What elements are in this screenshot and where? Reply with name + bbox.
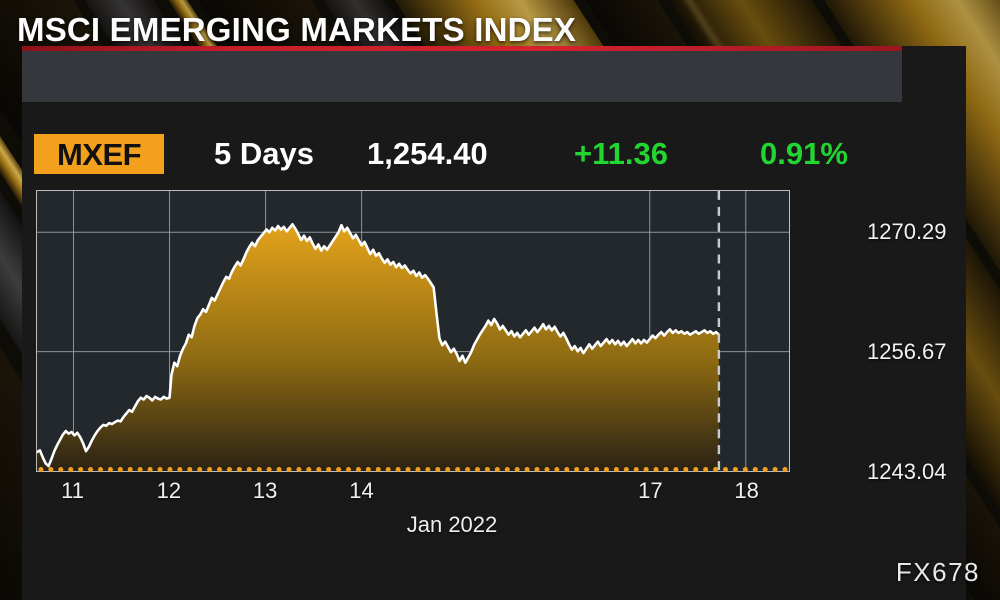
chart-container: 1243.04 1256.67 1270.29 11 12 13 14 17 18 Jan 202… <box>22 188 966 554</box>
percent-change: 0.91% <box>760 136 848 171</box>
watermark: FX678 <box>895 557 980 587</box>
baseline-dotted-axis <box>36 466 790 473</box>
price-area-chart <box>37 191 789 471</box>
x-axis-label: 18 <box>734 478 759 503</box>
red-accent-line <box>22 46 902 51</box>
y-axis-label: 1270.29 <box>867 218 947 244</box>
y-axis-label: 1256.67 <box>867 338 947 364</box>
last-price: 1,254.40 <box>367 136 488 171</box>
x-axis-label: 12 <box>156 478 182 503</box>
page-title: MSCI EMERGING MARKETS INDEX <box>17 11 577 48</box>
net-change: +11.36 <box>574 136 668 171</box>
x-axis-label: 13 <box>252 478 278 503</box>
x-axis-title: Jan 2022 <box>406 512 498 537</box>
y-axis-label: 1243.04 <box>867 459 947 484</box>
ticker-badge[interactable]: MXEF <box>34 134 164 174</box>
x-axis-label: 17 <box>638 478 663 503</box>
price-chart-plot[interactable] <box>36 190 790 472</box>
price-area-fill <box>37 224 719 471</box>
range-label: 5 Days <box>214 136 314 171</box>
x-axis-label: 14 <box>349 478 374 503</box>
price-line <box>37 223 721 468</box>
quote-row: MXEF 5 Days 1,254.40 +11.36 0.91% <box>22 118 902 188</box>
ticker-symbol: MXEF <box>56 136 142 172</box>
title-bar <box>22 46 902 102</box>
x-axis-label: 11 <box>61 478 84 503</box>
